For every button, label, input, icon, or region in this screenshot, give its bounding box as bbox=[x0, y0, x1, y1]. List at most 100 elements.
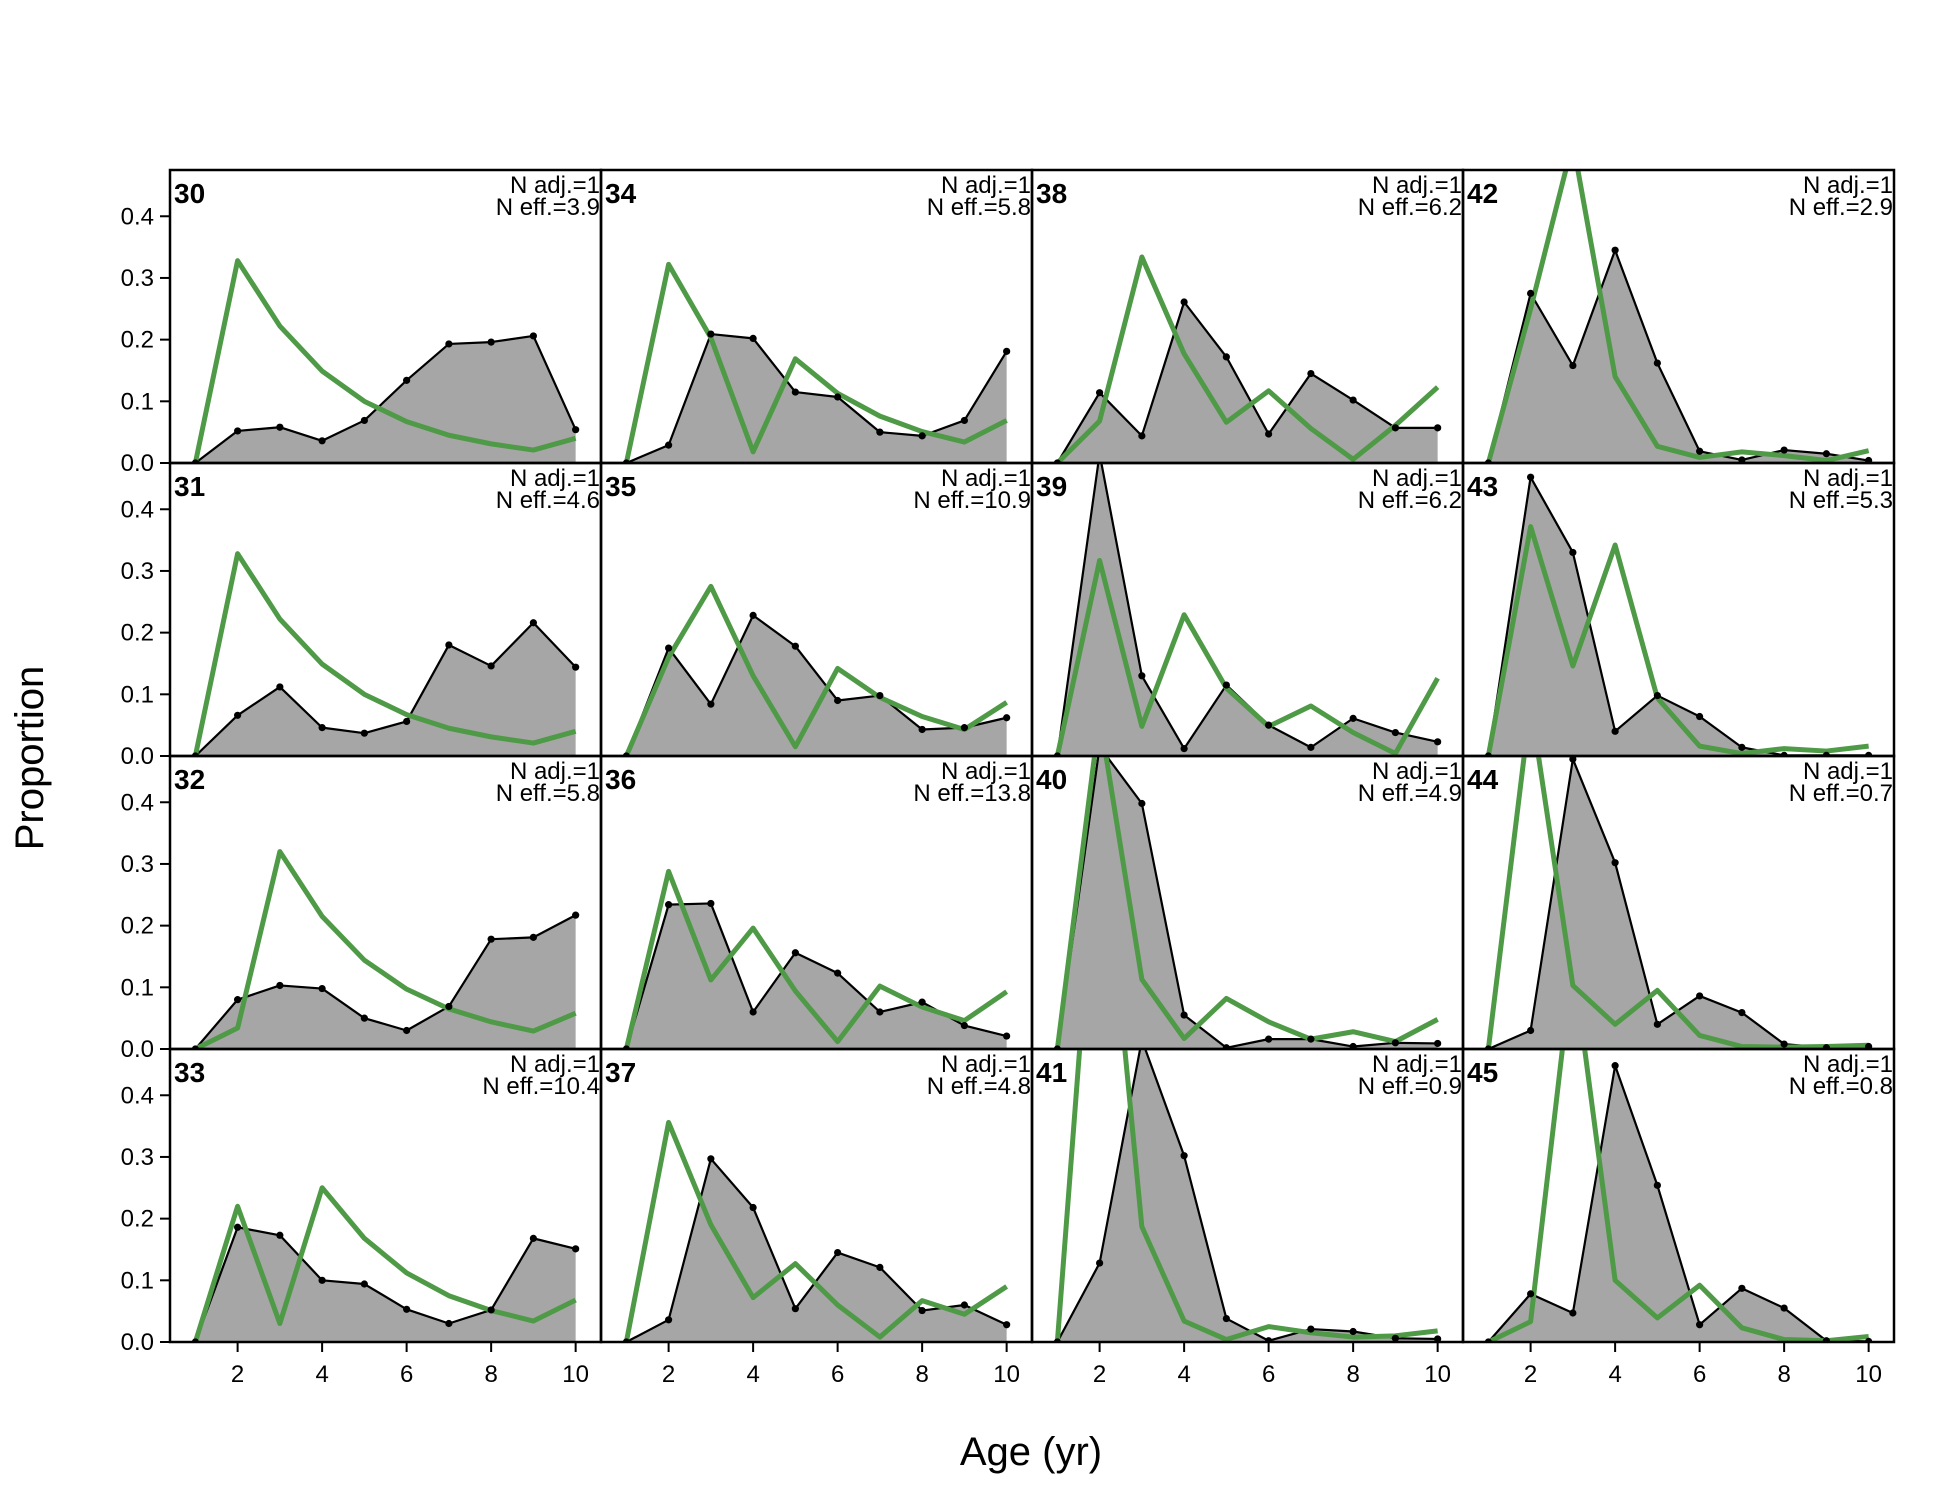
expected-line bbox=[623, 1119, 1009, 1342]
panel-42: 42 N adj.=1N eff.=2.9 bbox=[1461, 168, 1896, 465]
observed-point bbox=[749, 1008, 757, 1016]
observed-point bbox=[1180, 1152, 1188, 1160]
observed-line bbox=[194, 1226, 576, 1342]
observed-point bbox=[834, 1248, 842, 1257]
observed-point bbox=[1822, 450, 1830, 458]
panel-n-adj: N adj.=1 bbox=[941, 172, 1031, 199]
observed-point bbox=[529, 332, 537, 340]
y-tick-label: 0.4 bbox=[121, 1082, 154, 1109]
observed-point bbox=[918, 998, 926, 1006]
panel-n-eff: N eff.=4.6 bbox=[496, 487, 600, 514]
observed-line bbox=[194, 334, 577, 463]
x-tick-label: 10 bbox=[1424, 1361, 1451, 1388]
y-tick-label: 0.3 bbox=[121, 265, 154, 292]
panel-label: 39 bbox=[1036, 471, 1067, 502]
panel-n-eff: N eff.=4.9 bbox=[1358, 780, 1462, 807]
y-tick-label: 0.2 bbox=[121, 913, 154, 940]
panel-plot-area bbox=[601, 868, 1032, 1049]
observed-point bbox=[1569, 361, 1577, 370]
observed-point bbox=[487, 935, 495, 943]
panel-35: 35 N adj.=1N eff.=10.9 bbox=[599, 461, 1034, 758]
panel-n-adj: N adj.=1 bbox=[941, 465, 1031, 492]
observed-point bbox=[791, 1305, 799, 1313]
observed-point bbox=[791, 388, 799, 396]
observed-point bbox=[445, 1319, 453, 1328]
panel-34: 34 N adj.=1N eff.=5.8 bbox=[599, 168, 1034, 465]
observed-point bbox=[665, 644, 673, 652]
panel-plot-area bbox=[1032, 254, 1463, 463]
observed-point bbox=[1569, 1309, 1577, 1317]
y-tick-label: 0.3 bbox=[121, 558, 154, 585]
x-tick-label: 2 bbox=[662, 1361, 675, 1388]
observed-point bbox=[707, 330, 715, 338]
observed-point bbox=[665, 901, 673, 909]
observed-point bbox=[1611, 1062, 1619, 1070]
observed-point bbox=[360, 416, 368, 425]
x-tick-label: 4 bbox=[1177, 1361, 1190, 1388]
observed-area bbox=[1057, 756, 1438, 1049]
panel-n-adj: N adj.=1 bbox=[1372, 758, 1462, 785]
observed-point bbox=[318, 437, 326, 445]
observed-point bbox=[1527, 1290, 1535, 1298]
observed-point bbox=[1865, 1042, 1873, 1049]
panel-label: 40 bbox=[1036, 764, 1067, 795]
observed-point bbox=[1696, 712, 1704, 721]
x-tick-label: 8 bbox=[1777, 1361, 1790, 1388]
y-tick-label: 0.0 bbox=[121, 450, 154, 477]
panel-n-eff: N eff.=0.8 bbox=[1789, 1073, 1893, 1100]
observed-point bbox=[1696, 992, 1704, 1000]
x-tick-label: 2 bbox=[1093, 1361, 1106, 1388]
observed-line bbox=[194, 914, 577, 1049]
x-tick-label: 6 bbox=[1693, 1361, 1706, 1388]
observed-point bbox=[834, 696, 842, 705]
panel-plot-area bbox=[1463, 473, 1894, 756]
observed-point bbox=[1391, 424, 1399, 432]
panel-label: 35 bbox=[605, 471, 636, 502]
x-tick-label: 6 bbox=[400, 1361, 413, 1388]
observed-point bbox=[1653, 691, 1661, 700]
observed-point bbox=[1003, 714, 1011, 722]
observed-point bbox=[1265, 1035, 1273, 1043]
panel-n-adj: N adj.=1 bbox=[510, 172, 600, 199]
panel-37: 37 N adj.=1N eff.=4.8 bbox=[599, 1047, 1034, 1344]
x-tick-label: 6 bbox=[831, 1361, 844, 1388]
expected-line bbox=[1487, 1049, 1869, 1342]
observed-area bbox=[1057, 463, 1438, 756]
panel-plot-area bbox=[1032, 756, 1463, 1049]
observed-point bbox=[665, 441, 673, 449]
axes-layer: 0.0 0.1 0.2 0.3 0.4 0.0 0.1 0.2 0.3 0.4 0.0 0.1 0.2 0… bbox=[121, 203, 1882, 1388]
x-axis-label: Age (yr) bbox=[960, 1430, 1102, 1474]
x-tick-label: 2 bbox=[1524, 1361, 1537, 1388]
observed-point bbox=[276, 423, 284, 431]
observed-area bbox=[626, 334, 1007, 463]
panel-39: 39 N adj.=1N eff.=6.2 bbox=[1030, 461, 1465, 758]
observed-line bbox=[625, 614, 1007, 756]
panel-border bbox=[1461, 1047, 1896, 1344]
observed-point bbox=[918, 725, 926, 734]
observed-point bbox=[403, 1305, 411, 1313]
observed-point bbox=[360, 1280, 368, 1288]
observed-point bbox=[403, 376, 411, 384]
expected-line bbox=[1054, 557, 1440, 756]
observed-point bbox=[1391, 728, 1399, 737]
observed-point bbox=[791, 642, 799, 650]
observed-point bbox=[665, 1316, 673, 1324]
observed-point bbox=[918, 432, 926, 440]
observed-line bbox=[625, 332, 1008, 463]
expected-line bbox=[192, 1185, 577, 1342]
panel-44: 44 N adj.=1N eff.=0.7 bbox=[1461, 754, 1896, 1051]
observed-area bbox=[1057, 302, 1438, 463]
panel-n-adj: N adj.=1 bbox=[941, 758, 1031, 785]
panel-n-adj: N adj.=1 bbox=[510, 1051, 600, 1078]
observed-point bbox=[276, 981, 284, 990]
observed-point bbox=[707, 1155, 715, 1163]
observed-point bbox=[1527, 1026, 1535, 1035]
y-tick-label: 0.1 bbox=[121, 681, 154, 708]
panel-n-eff: N eff.=6.2 bbox=[1358, 194, 1462, 221]
observed-point bbox=[1349, 396, 1357, 404]
panel-43: 43 N adj.=1N eff.=5.3 bbox=[1461, 461, 1896, 758]
observed-area bbox=[626, 615, 1007, 756]
panel-n-eff: N eff.=10.4 bbox=[482, 1073, 600, 1100]
observed-point bbox=[1738, 456, 1746, 463]
observed-area bbox=[1488, 250, 1869, 463]
